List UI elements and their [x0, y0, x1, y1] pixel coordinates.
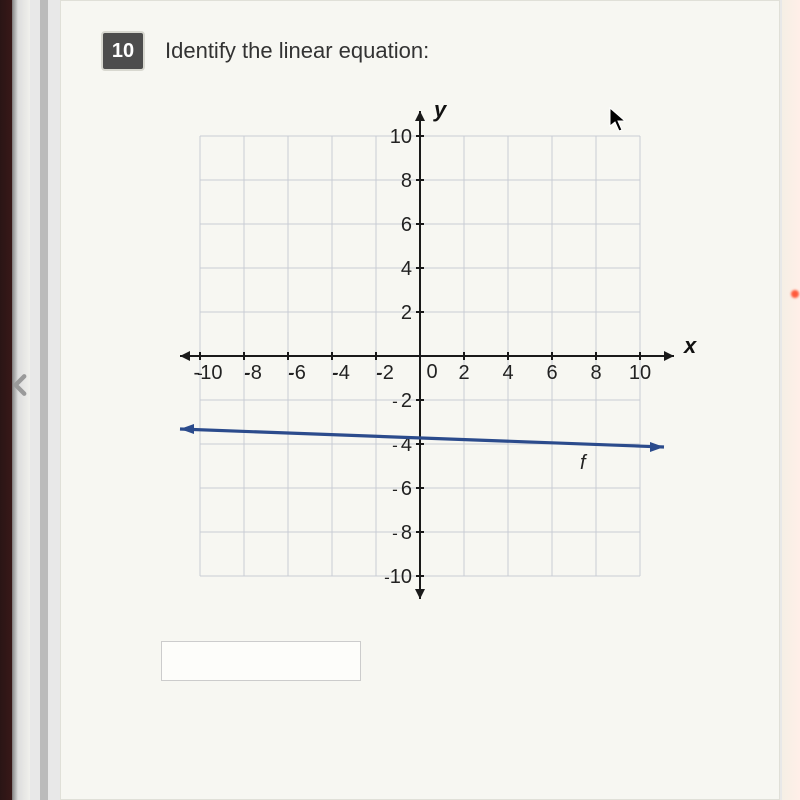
svg-text:2: 2 [458, 362, 469, 384]
right-page-edge [782, 0, 800, 800]
svg-text:-: - [392, 480, 398, 499]
axes [180, 111, 674, 599]
svg-text:8: 8 [401, 170, 412, 192]
svg-text:4: 4 [502, 362, 513, 384]
svg-text:2: 2 [401, 390, 412, 412]
svg-text:4: 4 [401, 258, 412, 280]
line-label: f [580, 452, 588, 474]
svg-text:-6: -6 [288, 362, 306, 384]
svg-text:8: 8 [401, 522, 412, 544]
x-tick-labels: - -10 - -8 - -6 - -4 - -2 0 2 4 6 8 10 [194, 361, 652, 384]
svg-text:-: - [392, 524, 398, 543]
svg-text:6: 6 [401, 214, 412, 236]
svg-text:-2: -2 [376, 362, 394, 384]
answer-input[interactable] [161, 641, 361, 681]
chart-svg: - -10 - -8 - -6 - -4 - -2 0 2 4 6 8 10 1… [140, 101, 700, 611]
y-axis-label: y [433, 101, 448, 122]
question-page: 10 Identify the linear equation: [60, 0, 780, 800]
svg-text:-10: -10 [194, 362, 223, 384]
x-axis-label: x [683, 333, 697, 358]
svg-text:-: - [392, 392, 398, 411]
svg-text:10: 10 [390, 566, 412, 588]
svg-text:-8: -8 [244, 362, 262, 384]
question-prompt: Identify the linear equation: [165, 38, 429, 64]
line-f [180, 424, 664, 452]
svg-text:2: 2 [401, 302, 412, 324]
svg-text:6: 6 [546, 362, 557, 384]
question-header: 10 Identify the linear equation: [101, 31, 739, 71]
svg-text:-4: -4 [332, 362, 350, 384]
previous-button[interactable] [6, 365, 36, 405]
svg-text:10: 10 [629, 362, 651, 384]
y-tick-labels-neg: - 2 - 4 - 6 - 8 - 10 [384, 390, 412, 588]
svg-text:10: 10 [390, 126, 412, 148]
svg-text:8: 8 [590, 362, 601, 384]
chevron-left-icon [8, 372, 34, 398]
coordinate-chart: - -10 - -8 - -6 - -4 - -2 0 2 4 6 8 10 1… [140, 101, 700, 611]
annotation-dot [791, 290, 799, 298]
svg-text:-: - [392, 436, 398, 455]
y-tick-labels-pos: 10 8 6 4 2 [390, 126, 412, 324]
svg-text:0: 0 [426, 361, 437, 383]
question-number-badge: 10 [101, 31, 145, 71]
svg-text:6: 6 [401, 478, 412, 500]
